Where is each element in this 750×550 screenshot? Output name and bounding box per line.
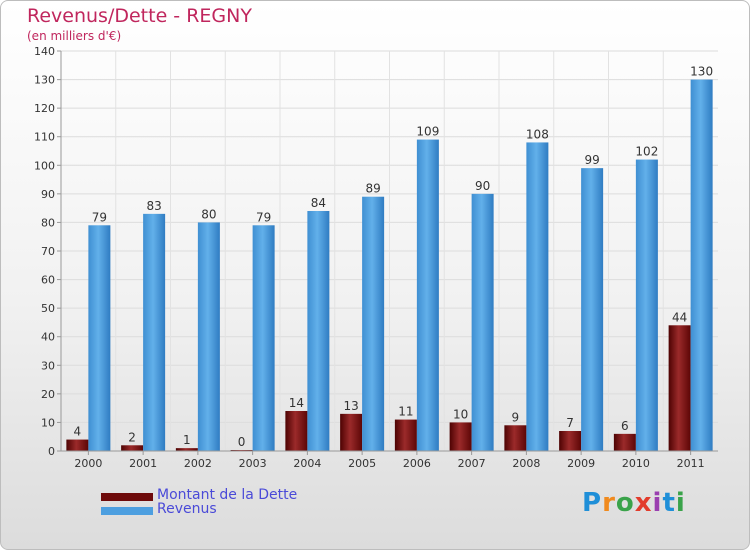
- legend-swatch-revenus: [101, 507, 153, 515]
- revenus-value-label: 80: [201, 207, 216, 221]
- chart-title: Revenus/Dette - REGNY: [27, 5, 252, 27]
- revenus-value-label: 130: [690, 65, 713, 79]
- y-tick-label: 110: [34, 131, 55, 144]
- grid-lines: [61, 50, 718, 451]
- logo-letter: i: [652, 488, 663, 518]
- logo-letter: r: [602, 488, 616, 518]
- x-tick-label: 2010: [622, 457, 650, 470]
- revenus-bar: [88, 225, 111, 451]
- dette-value-label: 13: [343, 399, 358, 413]
- legend-label-dette: Montant de la Dette: [157, 487, 298, 503]
- x-tick-label: 2002: [184, 457, 212, 470]
- y-tick-label: 10: [41, 416, 55, 429]
- logo-letter: t: [662, 488, 676, 518]
- revenus-bar: [526, 142, 549, 451]
- revenus-bar: [307, 211, 330, 451]
- bars: [66, 79, 713, 452]
- dette-value-label: 7: [566, 416, 574, 430]
- dette-bar: [613, 433, 636, 451]
- logo-letter: P: [582, 488, 603, 518]
- logo-letter: o: [615, 488, 635, 518]
- x-tick-label: 2006: [403, 457, 431, 470]
- revenus-value-label: 79: [256, 210, 271, 224]
- dette-bar: [668, 325, 691, 451]
- logo-letter: i: [675, 488, 686, 518]
- y-tick-label: 80: [41, 216, 55, 229]
- x-tick-label: 2000: [74, 457, 102, 470]
- revenus-value-label: 108: [526, 127, 549, 141]
- revenus-bar: [690, 79, 713, 452]
- y-tick-label: 140: [34, 45, 55, 58]
- y-tick-label: 0: [48, 445, 55, 458]
- x-tick-label: 2001: [129, 457, 157, 470]
- revenus-value-label: 83: [146, 199, 161, 213]
- dette-value-label: 0: [238, 435, 246, 449]
- y-tick-label: 100: [34, 159, 55, 172]
- dette-value-label: 2: [128, 430, 136, 444]
- revenus-value-label: 109: [416, 125, 439, 139]
- revenus-value-label: 79: [92, 210, 107, 224]
- x-tick-label: 2008: [512, 457, 540, 470]
- dette-value-label: 14: [289, 396, 304, 410]
- dette-bar: [394, 419, 417, 451]
- dette-bar: [285, 411, 308, 451]
- y-tick-label: 20: [41, 388, 55, 401]
- revenus-bar: [416, 139, 439, 452]
- revenus-value-label: 90: [475, 179, 490, 193]
- revenus-bar: [362, 196, 385, 451]
- dette-bar: [121, 445, 144, 451]
- dette-value-label: 10: [453, 407, 468, 421]
- revenus-bar: [471, 193, 494, 451]
- dette-bar: [66, 439, 89, 451]
- proxiti-logo: Proxiti: [582, 488, 686, 518]
- revenus-bar: [143, 213, 166, 451]
- dette-value-label: 6: [621, 419, 629, 433]
- x-tick-label: 2003: [239, 457, 267, 470]
- chart-subtitle: (en milliers d'€): [27, 29, 122, 43]
- dette-bar: [340, 413, 363, 451]
- revenus-value-label: 102: [635, 145, 658, 159]
- x-tick-label: 2005: [348, 457, 376, 470]
- revenus-bar: [581, 168, 604, 451]
- dette-bar: [449, 422, 472, 451]
- legend-swatch-dette: [101, 493, 153, 501]
- dette-bar: [175, 448, 198, 451]
- revenus-bar: [635, 159, 658, 452]
- y-tick-label: 50: [41, 302, 55, 315]
- dette-value-label: 1: [183, 433, 191, 447]
- dette-value-label: 4: [74, 425, 82, 439]
- dette-bar: [504, 425, 527, 451]
- revenus-value-label: 84: [311, 196, 326, 210]
- revenus-bar: [197, 222, 220, 451]
- x-tick-label: 2011: [677, 457, 705, 470]
- logo-letter: x: [634, 488, 653, 518]
- revenus-value-label: 89: [365, 182, 380, 196]
- legend-label-revenus: Revenus: [157, 501, 217, 517]
- x-tick-label: 2004: [293, 457, 321, 470]
- x-tick-label: 2007: [458, 457, 486, 470]
- data-labels: 4 79 2 83 1 80 0 79 14 84 13 89 11 109 10 90 9 108 7 99 6 102…: [74, 65, 714, 449]
- y-tick-label: 130: [34, 74, 55, 87]
- dette-value-label: 44: [672, 310, 687, 324]
- y-tick-label: 120: [34, 102, 55, 115]
- y-tick-label: 90: [41, 188, 55, 201]
- y-tick-label: 40: [41, 331, 55, 344]
- y-tick-label: 60: [41, 274, 55, 287]
- dette-value-label: 9: [512, 410, 520, 424]
- y-tick-label: 70: [41, 245, 55, 258]
- revenus-value-label: 99: [584, 153, 599, 167]
- y-tick-label: 30: [41, 359, 55, 372]
- dette-bar: [559, 431, 582, 451]
- x-tick-label: 2009: [567, 457, 595, 470]
- dette-value-label: 11: [398, 405, 413, 419]
- revenus-bar: [252, 225, 275, 451]
